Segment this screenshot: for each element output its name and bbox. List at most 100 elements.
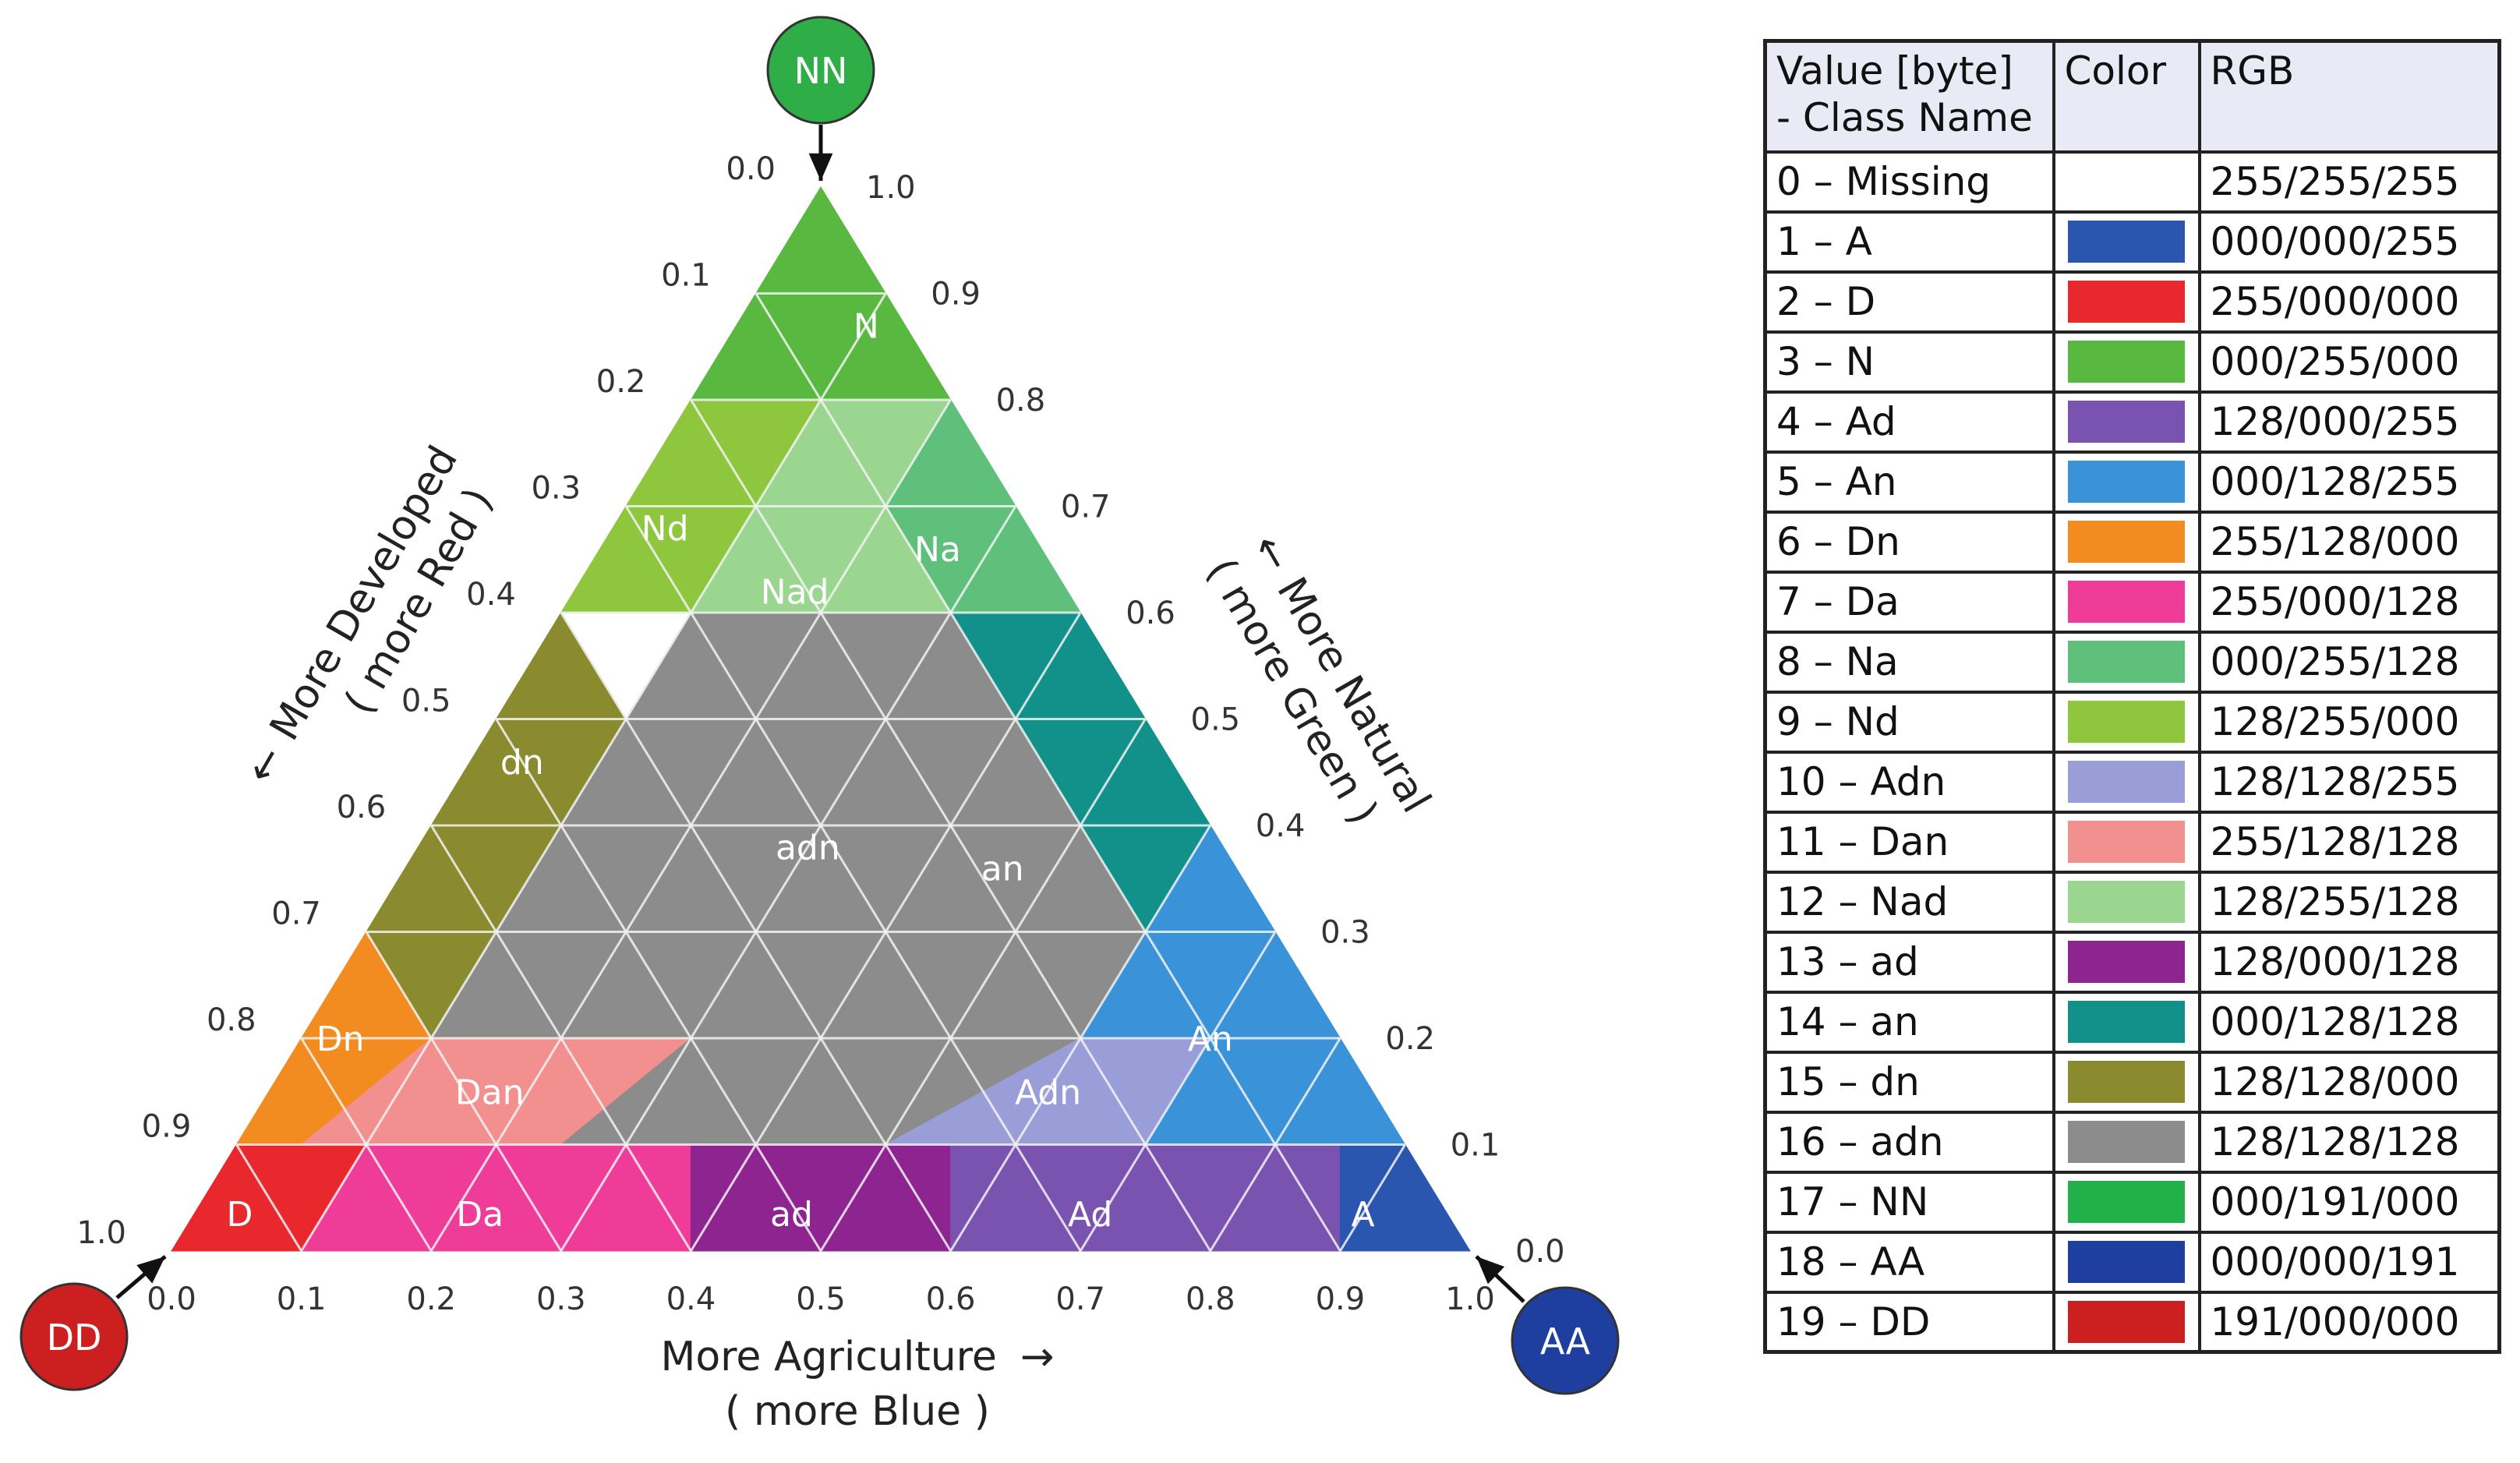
legend-color-swatch bbox=[2068, 941, 2185, 983]
region-label-Adn: Adn bbox=[1015, 1073, 1081, 1112]
legend-color-cell bbox=[2052, 810, 2201, 874]
right-axis-label: ←More Natural ( more Green ) bbox=[1197, 525, 1446, 858]
grid-line bbox=[235, 1143, 302, 1252]
grid-line bbox=[755, 292, 1341, 1252]
legend-row: 14 – an 000/128/128 bbox=[1763, 990, 2501, 1054]
legend-color-cell bbox=[2052, 510, 2201, 574]
tick-left: 0.2 bbox=[596, 364, 646, 400]
grid-line bbox=[365, 931, 563, 1252]
tick-right: 0.3 bbox=[1320, 915, 1370, 951]
region-label-Nad: Nad bbox=[761, 573, 829, 613]
legend-rgb-value: 128/255/128 bbox=[2197, 870, 2501, 934]
legend-class-name: 0 – Missing bbox=[1763, 150, 2055, 214]
legend-row: 0 – Missing 255/255/255 bbox=[1763, 150, 2501, 214]
legend-rgb-value: 000/128/128 bbox=[2197, 990, 2501, 1054]
legend-row: 2 – D 255/000/000 bbox=[1763, 270, 2501, 334]
tick-left: 0.7 bbox=[271, 896, 321, 932]
legend-row: 3 – N 000/255/000 bbox=[1763, 330, 2501, 394]
tick-right: 0.7 bbox=[1061, 489, 1111, 525]
legend-row: 19 – DD 191/000/000 bbox=[1763, 1290, 2501, 1354]
legend-class-name: 10 – Adn bbox=[1763, 750, 2055, 814]
bottom-axis-sublabel: ( more Blue ) bbox=[725, 1388, 990, 1435]
region-label-Dan: Dan bbox=[455, 1073, 525, 1112]
tick-bottom: 0.0 bbox=[147, 1281, 196, 1317]
region-label-Nd: Nd bbox=[641, 509, 689, 549]
region-label-Ad: Ad bbox=[1068, 1195, 1112, 1235]
tick-left: 1.0 bbox=[76, 1215, 126, 1251]
legend-color-cell bbox=[2052, 1110, 2201, 1174]
legend-class-name: 6 – Dn bbox=[1763, 510, 2055, 574]
vertex-arrowhead bbox=[136, 1256, 165, 1284]
legend-color-cell bbox=[2052, 150, 2201, 214]
legend-color-cell bbox=[2052, 210, 2201, 274]
grid-line bbox=[624, 505, 1082, 1252]
grid-line bbox=[429, 825, 692, 1252]
legend-color-swatch bbox=[2068, 461, 2185, 503]
tick-left: 0.6 bbox=[337, 790, 387, 825]
legend-color-swatch bbox=[2068, 1061, 2185, 1103]
grid-line bbox=[560, 505, 1017, 1252]
legend-color-swatch bbox=[2068, 281, 2185, 323]
legend-row: 12 – Nad 128/255/128 bbox=[1763, 870, 2501, 934]
legend-color-swatch bbox=[2068, 641, 2185, 683]
grid-line bbox=[300, 292, 887, 1252]
tick-right: 0.2 bbox=[1385, 1021, 1435, 1057]
legend-color-cell bbox=[2052, 930, 2201, 994]
legend-row: 1 – A 000/000/255 bbox=[1763, 210, 2501, 274]
legend-color-cell bbox=[2052, 690, 2201, 754]
legend-class-name: 5 – An bbox=[1763, 450, 2055, 514]
grid-line bbox=[1079, 931, 1277, 1252]
legend-rgb-value: 255/000/128 bbox=[2197, 570, 2501, 634]
legend-color-cell bbox=[2052, 1290, 2201, 1354]
legend-row: 9 – Nd 128/255/000 bbox=[1763, 690, 2501, 754]
bottom-axis-label: More Agriculture → bbox=[661, 1334, 1055, 1380]
tick-bottom: 0.7 bbox=[1055, 1281, 1105, 1317]
region-labels: N Na Nd Nad dn an adn Dn Dan Adn An D Da ad Ad A bbox=[227, 306, 1375, 1235]
legend-color-cell bbox=[2052, 330, 2201, 394]
legend-rgb-value: 255/128/128 bbox=[2197, 810, 2501, 874]
legend-color-swatch bbox=[2068, 341, 2185, 383]
legend-header-color: Color bbox=[2052, 39, 2201, 154]
legend-class-name: 12 – Nad bbox=[1763, 870, 2055, 934]
grid-line bbox=[560, 612, 952, 1252]
region-label-An: An bbox=[1188, 1020, 1233, 1059]
legend-color-cell bbox=[2052, 1170, 2201, 1234]
legend-class-name: 7 – Da bbox=[1763, 570, 2055, 634]
tick-labels: 0.0 0.0 0.0 0.1 0.1 0.1 0.2 0.2 0.2 0.3 0.3 0.3 0.4 0… bbox=[76, 151, 1564, 1317]
legend-rgb-value: 255/128/000 bbox=[2197, 510, 2501, 574]
legend-row: 13 – ad 128/000/128 bbox=[1763, 930, 2501, 994]
vertex-NN-label: NN bbox=[794, 50, 848, 92]
legend-row: 11 – Dan 255/128/128 bbox=[1763, 810, 2501, 874]
tick-left: 0.9 bbox=[142, 1109, 192, 1145]
vertex-AA-circle bbox=[1511, 1286, 1620, 1395]
region-label-adn: adn bbox=[776, 828, 840, 868]
legend-rgb-value: 128/000/128 bbox=[2197, 930, 2501, 994]
legend-header-row: Value [byte] - Class Name Color RGB bbox=[1763, 39, 2501, 154]
grid-line bbox=[1339, 1143, 1406, 1252]
vertex-arrowhead bbox=[1476, 1256, 1505, 1285]
legend-color-swatch bbox=[2068, 761, 2185, 803]
legend-row: 18 – AA 000/000/191 bbox=[1763, 1230, 2501, 1294]
legend-rgb-value: 128/128/255 bbox=[2197, 750, 2501, 814]
legend-rgb-value: 128/255/000 bbox=[2197, 690, 2501, 754]
legend-rgb-value: 128/000/255 bbox=[2197, 390, 2501, 454]
legend-row: 7 – Da 255/000/128 bbox=[1763, 570, 2501, 634]
tick-right: 0.1 bbox=[1451, 1128, 1500, 1164]
tick-right: 1.0 bbox=[866, 170, 916, 206]
legend-class-name: 16 – adn bbox=[1763, 1110, 2055, 1174]
legend-class-name: 13 – ad bbox=[1763, 930, 2055, 994]
region-label-Dn: Dn bbox=[316, 1020, 365, 1059]
legend-color-swatch bbox=[2068, 1241, 2185, 1283]
legend-class-name: 14 – an bbox=[1763, 990, 2055, 1054]
legend-color-cell bbox=[2052, 630, 2201, 694]
legend-row: 15 – dn 128/128/000 bbox=[1763, 1050, 2501, 1114]
legend-rgb-value: 000/000/255 bbox=[2197, 210, 2501, 274]
legend-row: 8 – Na 000/255/128 bbox=[1763, 630, 2501, 694]
legend-class-name: 19 – DD bbox=[1763, 1290, 2055, 1354]
region-label-N: N bbox=[854, 306, 879, 346]
tick-bottom: 0.5 bbox=[796, 1281, 846, 1317]
legend-class-name: 3 – N bbox=[1763, 330, 2055, 394]
legend-color-cell bbox=[2052, 990, 2201, 1054]
legend-rgb-value: 255/255/255 bbox=[2197, 150, 2501, 214]
